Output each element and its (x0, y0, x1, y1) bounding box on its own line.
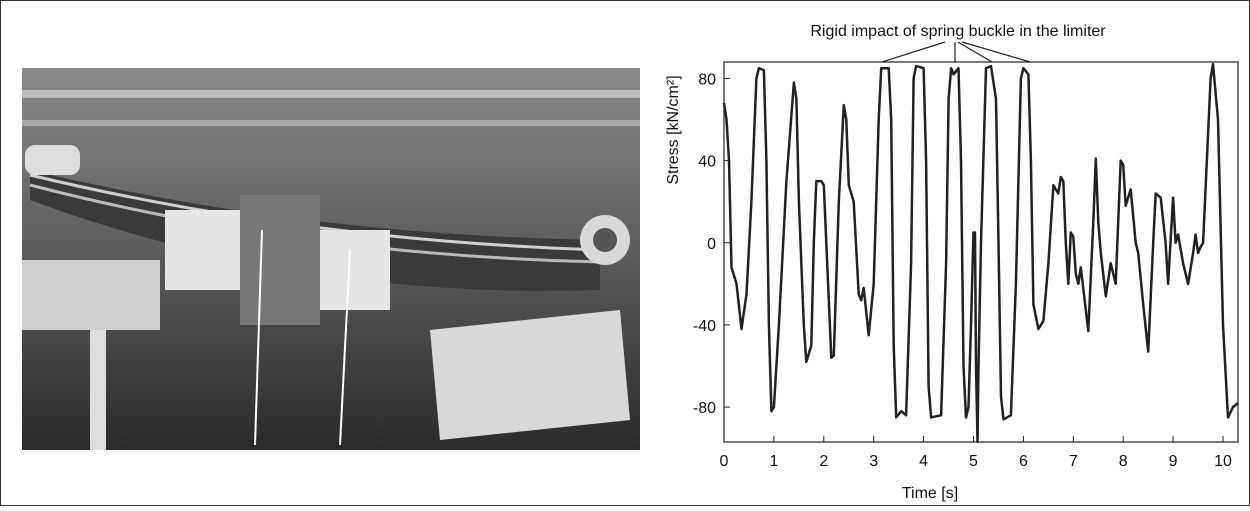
y-axis-label: Stress [kN/cm²] (665, 75, 682, 184)
x-tick-label: 2 (819, 453, 828, 470)
x-tick-label: 1 (769, 453, 778, 470)
annotation-lines (881, 41, 1031, 63)
x-tick-label: 8 (1119, 453, 1128, 470)
x-tick-label: 7 (1069, 453, 1078, 470)
y-tick-label: 0 (707, 236, 716, 253)
y-tick-label: -40 (693, 318, 716, 335)
x-tick-label: 10 (1214, 453, 1232, 470)
plot-frame (723, 61, 1239, 443)
x-tick-label: 3 (869, 453, 878, 470)
y-tick-label: -80 (693, 400, 716, 417)
photo (22, 68, 640, 450)
x-tick-label: 6 (1019, 453, 1028, 470)
y-tick-label: 80 (698, 71, 716, 88)
x-tick-label: 4 (919, 453, 928, 470)
y-tick-label: 40 (698, 154, 716, 171)
x-axis-label: Time [s] (902, 485, 958, 502)
data-line (722, 62, 1239, 444)
x-tick-label: 9 (1169, 453, 1178, 470)
chart-title: Rigid impact of spring buckle in the lim… (810, 23, 1106, 40)
x-tick-label: 0 (720, 453, 729, 470)
x-tick-label: 5 (969, 453, 978, 470)
